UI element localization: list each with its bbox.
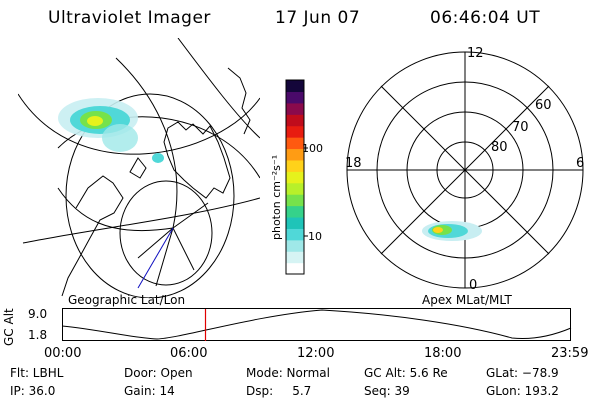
timeline-ylabel: GC Alt bbox=[2, 308, 16, 346]
lon-grid-line bbox=[155, 227, 174, 287]
dsp-readout: Dsp: 5.7 bbox=[246, 384, 312, 398]
date-label: 17 Jun 07 bbox=[275, 8, 361, 28]
timeline-tick-2359: 23:59 bbox=[551, 346, 589, 361]
gain-readout: Gain: 14 bbox=[124, 384, 175, 398]
colorbar-segment bbox=[286, 137, 304, 150]
colorbar-segment bbox=[286, 205, 304, 218]
mlt-label-18: 18 bbox=[345, 156, 362, 171]
lon-grid-line bbox=[115, 57, 178, 229]
time-label: 06:46:04 UT bbox=[430, 8, 541, 28]
mlat-label-70: 70 bbox=[512, 120, 529, 135]
right-panel-caption: Apex MLat/MLT bbox=[422, 293, 512, 307]
mlt-label-0: 0 bbox=[469, 278, 478, 293]
lon-grid-line bbox=[137, 227, 174, 259]
colorbar-segment bbox=[286, 159, 304, 172]
mlat-label-80: 80 bbox=[491, 140, 508, 155]
colorbar-segment bbox=[286, 182, 304, 195]
timeline-frame bbox=[62, 308, 571, 341]
lon-grid-line bbox=[177, 38, 260, 139]
timeline-tick-1200: 12:00 bbox=[297, 346, 335, 361]
colorbar-unit-label: photon cm⁻²s⁻¹ bbox=[270, 154, 283, 240]
greenland-coastline bbox=[163, 121, 231, 199]
colorbar-segment bbox=[286, 194, 304, 207]
colorbar-segment bbox=[286, 228, 304, 241]
glat-readout: GLat: −78.9 bbox=[486, 366, 559, 380]
colorbar-segment bbox=[286, 251, 304, 264]
lat-grid-line bbox=[18, 93, 260, 155]
mode-readout: Mode: Normal bbox=[246, 366, 330, 380]
satellite-track bbox=[137, 227, 174, 289]
lat-grid-line bbox=[22, 197, 260, 244]
seq-readout: Seq: 39 bbox=[364, 384, 410, 398]
colorbar-segment bbox=[286, 171, 304, 184]
geographic-map-panel bbox=[18, 38, 260, 298]
glon-readout: GLon: 193.2 bbox=[486, 384, 559, 398]
altitude-timeline bbox=[62, 308, 572, 341]
door-readout: Door: Open bbox=[124, 366, 193, 380]
lon-grid-line bbox=[57, 187, 174, 232]
colorbar-segment bbox=[286, 148, 304, 161]
north-america-coastline bbox=[61, 175, 124, 297]
mlt-label-12: 12 bbox=[467, 46, 484, 61]
timeline-tick-1800: 18:00 bbox=[424, 346, 462, 361]
colorbar-segment bbox=[286, 102, 304, 115]
colorbar-segment bbox=[286, 239, 304, 252]
lon-grid-line bbox=[172, 202, 209, 229]
timeline-ymax: 9.0 bbox=[28, 307, 48, 321]
mlat-label-60: 60 bbox=[535, 98, 552, 113]
colorbar-segment bbox=[286, 114, 304, 127]
gc-alt-readout: GC Alt: 5.6 Re bbox=[364, 366, 448, 380]
timeline-tick-0000: 00:00 bbox=[44, 346, 82, 361]
timeline-tick-0600: 06:00 bbox=[170, 346, 208, 361]
altitude-curve bbox=[62, 309, 572, 340]
polar-aurora-emission bbox=[422, 221, 482, 241]
polar-plot bbox=[346, 51, 584, 289]
colorbar-tick-10: 10 bbox=[308, 230, 322, 243]
left-panel-caption: Geographic Lat/Lon bbox=[68, 293, 186, 307]
ip-readout: IP: 36.0 bbox=[10, 384, 56, 398]
colorbar-segment bbox=[286, 80, 304, 93]
colorbar-segment bbox=[286, 125, 304, 138]
lon-grid-line bbox=[172, 227, 195, 271]
polar-axis-diagonal bbox=[380, 85, 550, 255]
colorbar bbox=[285, 79, 308, 275]
flt-readout: Flt: LBHL bbox=[10, 366, 64, 380]
colorbar-gradient bbox=[286, 80, 304, 275]
colorbar-frame bbox=[285, 79, 305, 275]
lat-ring bbox=[65, 93, 235, 298]
colorbar-tick-100: 100 bbox=[302, 142, 323, 155]
colorbar-segment bbox=[286, 216, 304, 229]
aurora-emission bbox=[58, 98, 164, 163]
mlt-label-6: 6 bbox=[576, 156, 585, 171]
island-coastline bbox=[129, 157, 147, 179]
europe-coastline bbox=[227, 67, 251, 135]
app-title: Ultraviolet Imager bbox=[48, 8, 211, 28]
colorbar-segment bbox=[286, 91, 304, 104]
timeline-ymin: 1.8 bbox=[28, 328, 48, 342]
colorbar-segment bbox=[286, 262, 304, 275]
lat-ring bbox=[119, 180, 213, 286]
